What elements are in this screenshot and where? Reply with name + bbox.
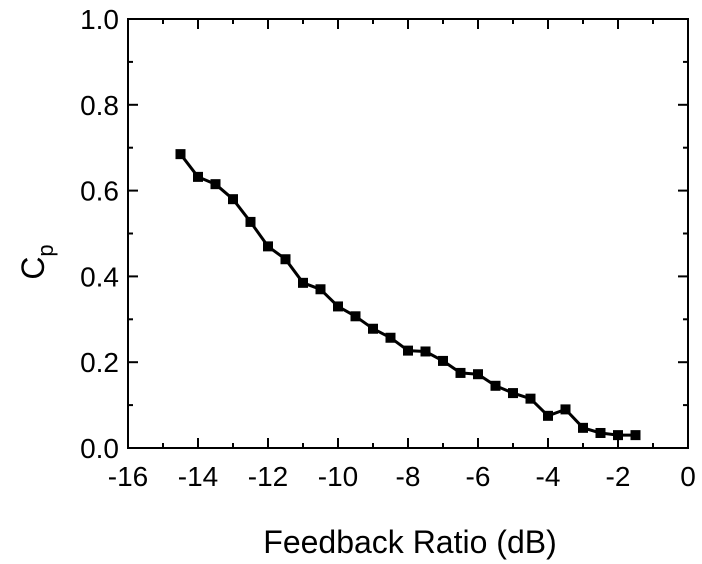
data-point (508, 388, 518, 399)
data-point (455, 367, 466, 378)
data-point (210, 179, 221, 190)
x-tick-label: -8 (396, 461, 421, 492)
data-point (263, 241, 273, 252)
data-point (473, 369, 483, 380)
data-point (543, 410, 553, 421)
data-point (578, 422, 588, 433)
data-point (595, 427, 606, 438)
data-point (350, 311, 361, 322)
data-point (420, 346, 431, 357)
data-point (193, 171, 203, 182)
data-point (315, 284, 326, 295)
y-axis-title: Cp (15, 244, 58, 279)
y-tick-label: 0.8 (80, 90, 119, 121)
data-point (228, 194, 238, 205)
data-point (560, 404, 571, 415)
y-tick-label: 0.0 (80, 433, 119, 464)
data-point (298, 277, 308, 288)
data-point (175, 149, 186, 160)
series-line (179, 153, 636, 437)
x-axis-title: Feedback Ratio (dB) (263, 524, 556, 560)
data-point (333, 301, 343, 312)
y-tick-label: 0.4 (80, 261, 119, 292)
x-tick-label: 0 (680, 461, 696, 492)
y-axis-title-main: C (15, 257, 51, 280)
x-tick-label: -4 (536, 461, 561, 492)
svg-text:Cp: Cp (15, 244, 58, 279)
data-point (525, 393, 536, 404)
y-tick-label: 0.6 (80, 176, 119, 207)
data-point (403, 345, 413, 356)
x-tick-label: -10 (318, 461, 358, 492)
data-point (490, 380, 501, 391)
y-tick-label: 1.0 (80, 4, 119, 35)
data-point (438, 355, 448, 366)
x-tick-label: -12 (248, 461, 288, 492)
x-tick-label: -2 (606, 461, 631, 492)
x-tick-label: -14 (178, 461, 218, 492)
data-point (385, 332, 396, 343)
plot-frame (127, 18, 689, 449)
data-point (245, 216, 256, 227)
y-tick-label: 0.2 (80, 347, 119, 378)
data-point (630, 430, 641, 441)
x-tick-label: -6 (466, 461, 491, 492)
y-axis-title-subscript: p (33, 244, 58, 256)
data-point (368, 323, 378, 334)
data-point (613, 430, 623, 441)
data-point (280, 254, 291, 265)
x-tick-label: -16 (108, 461, 148, 492)
